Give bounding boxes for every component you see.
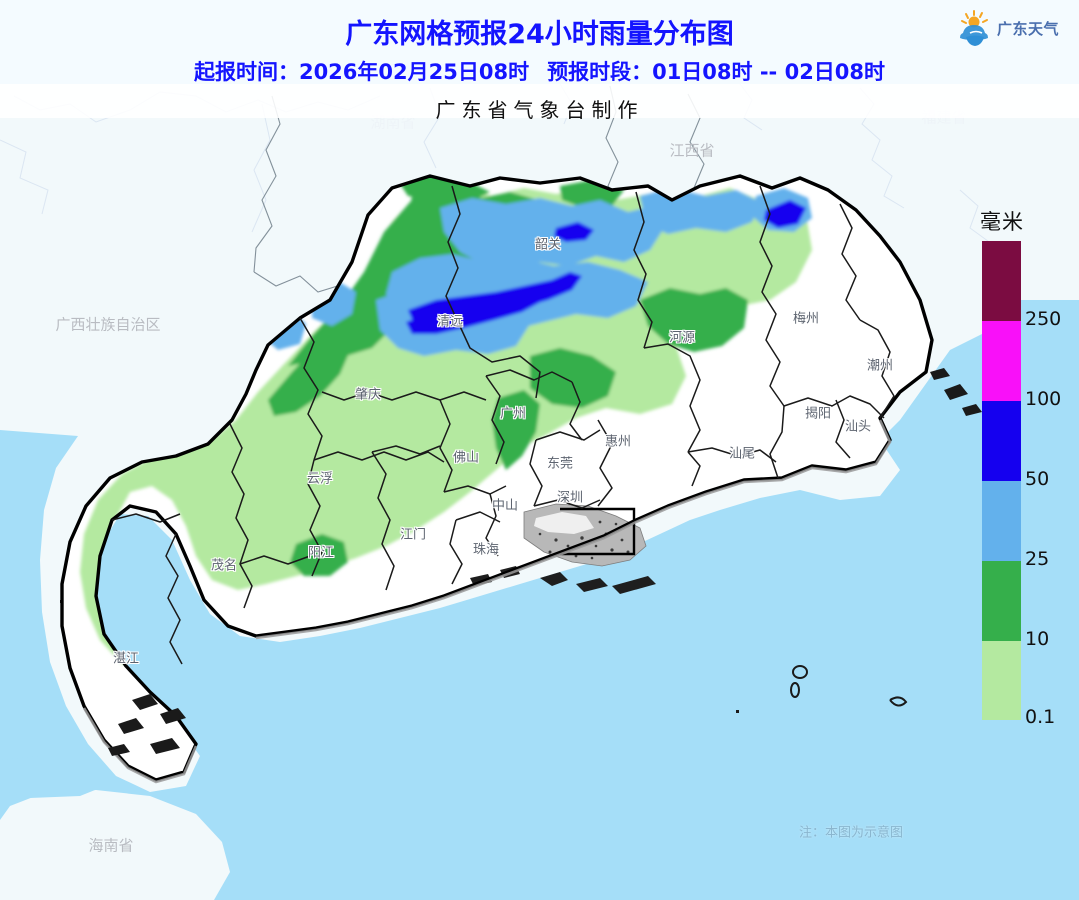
legend-tick-50: 50 <box>1025 468 1050 490</box>
hongkong-boundary-box <box>560 507 636 556</box>
guangdong-weather-logo[interactable]: 广东天气 <box>959 6 1071 50</box>
legend-unit-title: 毫米 <box>980 210 1024 234</box>
legend-tick-100: 100 <box>1025 388 1062 410</box>
offshore-islands <box>790 665 908 707</box>
legend-band-50 <box>982 401 1021 481</box>
leizhou-islets <box>108 694 186 756</box>
rainfall-legend: 毫米 250 100 50 25 10 0.1 <box>975 206 1079 736</box>
legend-band-100 <box>982 321 1021 401</box>
map-disclaimer-note: 注：本图为示意图 <box>798 825 904 841</box>
legend-band-25 <box>982 481 1021 561</box>
prefecture-boundaries <box>111 185 895 665</box>
hongkong-macau-area <box>470 503 656 594</box>
sun-cloud-icon <box>960 10 988 46</box>
legend-tick-10: 10 <box>1025 628 1050 650</box>
hainan-island <box>0 790 230 900</box>
legend-tick-250: 250 <box>1025 308 1062 330</box>
northeast-islets <box>930 368 982 416</box>
legend-band-250 <box>982 241 1021 321</box>
legend-band-0p1 <box>982 641 1021 720</box>
logo-text: 广东天气 <box>997 19 1060 38</box>
legend-tick-25: 25 <box>1025 548 1050 570</box>
legend-band-10 <box>982 561 1021 641</box>
guangdong-province-outline <box>60 174 934 782</box>
legend-tick-0p1: 0.1 <box>1025 706 1056 728</box>
legend-color-bar <box>982 241 1021 720</box>
coastline-shading <box>82 419 892 784</box>
